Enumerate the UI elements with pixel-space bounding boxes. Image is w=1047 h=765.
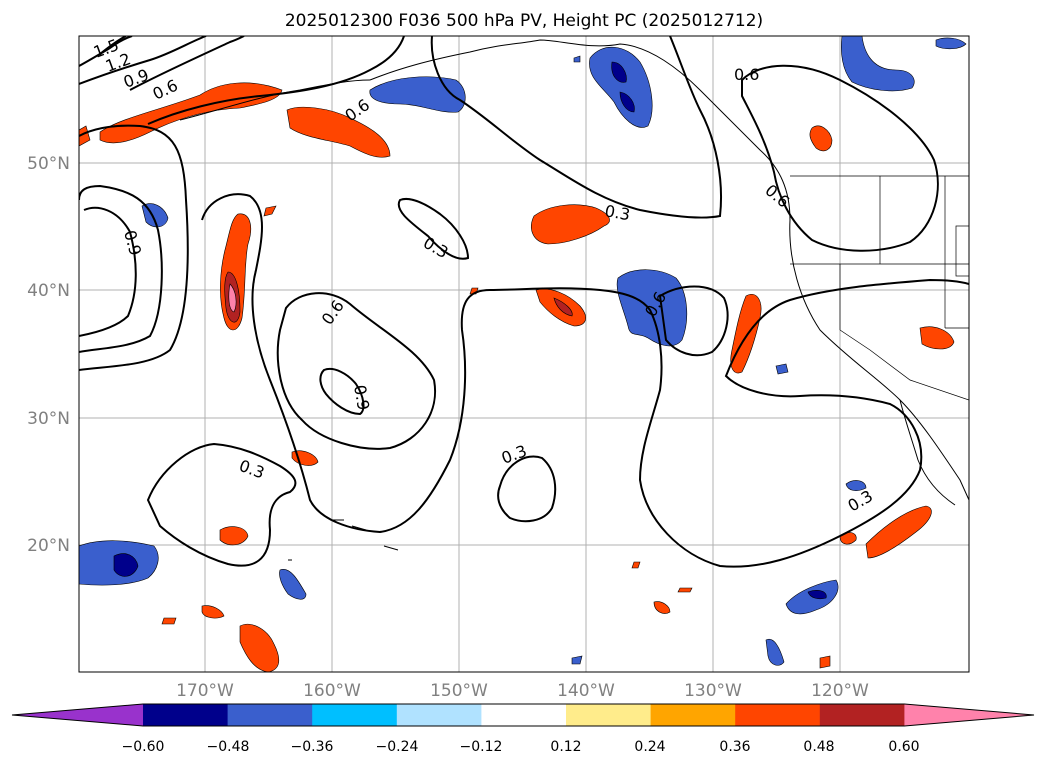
pv-core <box>553 297 573 317</box>
colorbar: −0.60 −0.48 −0.36 −0.24 −0.12 0.12 0.24 … <box>11 703 1035 755</box>
colorbar-tick: 0.12 <box>550 739 581 755</box>
colorbar-segment <box>650 704 736 726</box>
contour-label: 0.3 <box>603 201 631 224</box>
pv-blob <box>201 605 225 619</box>
state-borders <box>790 175 969 401</box>
pv-blob <box>631 561 641 569</box>
pv-blob <box>239 624 280 672</box>
contour-line <box>430 36 723 219</box>
colorbar-outline <box>11 703 1035 727</box>
contour-line <box>201 193 969 568</box>
pv-core <box>228 283 237 313</box>
lat-label: 20°N <box>27 536 70 556</box>
lon-label: 160°W <box>303 681 361 701</box>
pv-core <box>611 61 627 83</box>
lon-label: 170°W <box>176 681 234 701</box>
pv-blob <box>919 326 955 350</box>
pv-blob <box>935 37 967 50</box>
pv-blob <box>730 294 762 374</box>
contour-line <box>397 198 470 260</box>
pv-blob <box>841 36 915 92</box>
latitude-labels: 50°N 40°N 30°N 20°N <box>27 154 70 556</box>
contour-line <box>79 124 189 371</box>
contour-label: 0.9 <box>350 383 373 411</box>
colorbar-tick: 0.60 <box>888 739 919 755</box>
pv-positive-anomalies <box>79 82 955 672</box>
pv-blob <box>286 106 391 158</box>
pv-blob <box>819 655 831 669</box>
height-contours <box>79 36 969 568</box>
pv-blob <box>369 76 466 113</box>
contour-line <box>79 184 163 353</box>
pv-blob <box>531 204 610 245</box>
colorbar-tick: −0.48 <box>207 739 250 755</box>
pv-blob <box>279 569 307 600</box>
colorbar-tick: 0.48 <box>803 739 834 755</box>
pv-core <box>807 590 827 600</box>
colorbar-segment <box>227 704 313 726</box>
map-title: 2025012300 F036 500 hPa PV, Height PC (2… <box>285 11 763 31</box>
contour-line <box>79 36 207 85</box>
colorbar-segment <box>143 704 229 726</box>
lat-label: 30°N <box>27 409 70 429</box>
contour-line <box>276 292 437 450</box>
pv-blob <box>79 125 91 147</box>
contour-line <box>146 442 297 567</box>
colorbar-tick: −0.24 <box>376 739 419 755</box>
colorbar-segment <box>904 704 1034 726</box>
contour-line <box>497 455 557 523</box>
lat-label: 40°N <box>27 281 70 301</box>
colorbar-segment <box>566 704 652 726</box>
contour-line <box>658 285 729 357</box>
contour-line <box>129 36 245 91</box>
colorbar-tick: 0.24 <box>634 739 665 755</box>
lon-label: 120°W <box>811 681 869 701</box>
lon-label: 130°W <box>684 681 742 701</box>
lon-label: 140°W <box>557 681 615 701</box>
pv-blob <box>589 46 653 128</box>
contour-line <box>99 36 127 55</box>
contour-line <box>741 64 939 252</box>
colorbar-segments <box>11 703 1035 727</box>
colorbar-segment <box>396 704 482 726</box>
pv-core <box>113 553 139 577</box>
pv-core <box>619 91 635 113</box>
pv-blob <box>775 363 789 375</box>
colorbar-tick: −0.12 <box>460 739 503 755</box>
colorbar-segment <box>819 704 905 726</box>
contour-line <box>147 36 405 125</box>
map-frame <box>78 35 970 673</box>
colorbar-segment <box>481 704 567 726</box>
longitude-labels: 170°W 160°W 150°W 140°W 130°W 120°W <box>176 681 869 701</box>
pv-blob <box>263 205 277 217</box>
contour-line <box>79 36 133 67</box>
pv-blob <box>845 480 867 491</box>
pv-blob <box>865 505 932 559</box>
coastlines <box>179 39 969 561</box>
pv-blob <box>573 55 581 63</box>
pv-blob <box>219 526 249 546</box>
pv-blob <box>653 601 671 614</box>
colorbar-segment <box>735 704 821 726</box>
lat-label: 50°N <box>27 154 70 174</box>
contour-label: 0.6 <box>734 65 759 84</box>
pv-blob <box>677 587 693 593</box>
pv-blob <box>161 617 177 625</box>
pv-blob <box>765 638 785 666</box>
pv-blob <box>809 125 833 152</box>
colorbar-segment <box>12 704 143 726</box>
map-panel: 1.5 1.2 0.9 0.6 0.6 0.9 0.6 0.3 0.3 0.6 … <box>79 36 969 672</box>
colorbar-segment <box>312 704 398 726</box>
contour-line <box>319 368 365 416</box>
colorbar-tick: 0.36 <box>719 739 750 755</box>
lon-label: 150°W <box>430 681 488 701</box>
pv-negative-anomalies <box>79 36 967 666</box>
contour-line <box>79 206 137 337</box>
colorbar-tick-labels: −0.60 −0.48 −0.36 −0.24 −0.12 0.12 0.24 … <box>122 739 920 755</box>
pv-blob <box>571 655 583 665</box>
colorbar-tick: −0.60 <box>122 739 165 755</box>
colorbar-tick: −0.36 <box>291 739 334 755</box>
